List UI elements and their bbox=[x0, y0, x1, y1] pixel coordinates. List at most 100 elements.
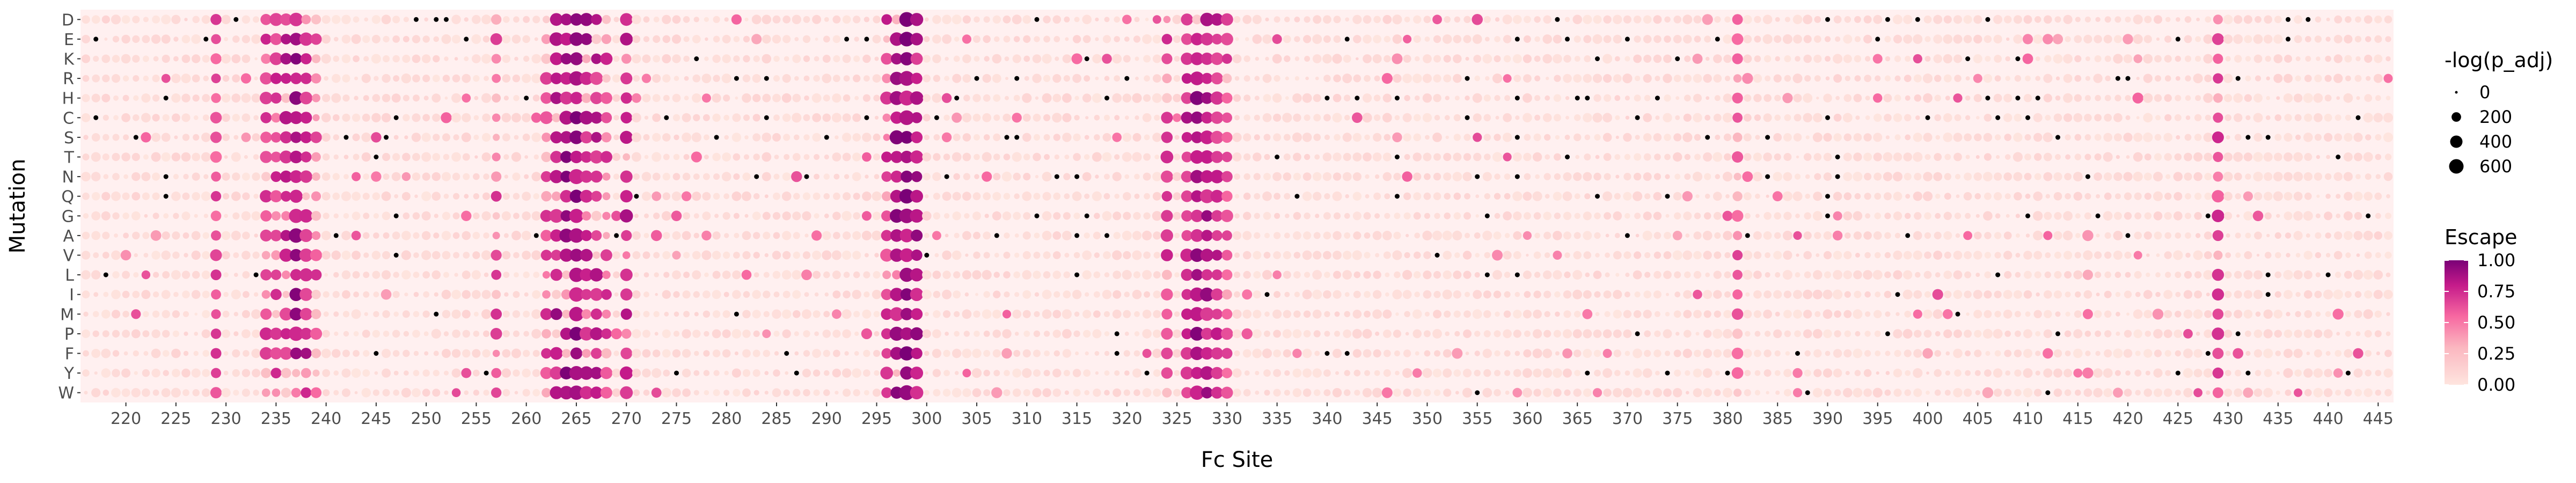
dot-427-G bbox=[2194, 212, 2202, 220]
dot-259-I bbox=[513, 291, 520, 298]
dot-402-K bbox=[1943, 54, 1952, 64]
dot-338-E bbox=[1303, 35, 1312, 43]
dot-394-L bbox=[1863, 270, 1873, 280]
dot-370-Y bbox=[1624, 370, 1630, 376]
dot-326-P bbox=[1181, 328, 1192, 340]
dot-346-M bbox=[1382, 309, 1392, 319]
dot-371-S bbox=[1635, 135, 1640, 140]
dot-402-Q bbox=[1944, 193, 1951, 200]
dot-244-Y bbox=[362, 369, 370, 377]
dot-336-W bbox=[1284, 390, 1290, 396]
dot-298-G bbox=[899, 208, 914, 223]
dot-250-F bbox=[424, 351, 429, 356]
dot-227-R bbox=[192, 74, 200, 83]
dot-279-R bbox=[713, 75, 720, 82]
dot-295-W bbox=[872, 389, 881, 397]
dot-242-Q bbox=[341, 191, 352, 201]
dot-217-W bbox=[91, 388, 101, 398]
dot-220-M bbox=[122, 311, 129, 318]
dot-336-G bbox=[1285, 214, 1290, 218]
dot-443-A bbox=[2353, 231, 2363, 240]
dot-253-W bbox=[451, 388, 461, 397]
dot-369-T bbox=[1614, 154, 1621, 160]
dot-241-P bbox=[334, 331, 339, 336]
dot-257-R bbox=[492, 74, 501, 83]
dot-362-P bbox=[1543, 330, 1552, 338]
dot-324-Q bbox=[1161, 191, 1173, 202]
dot-250-Q bbox=[421, 191, 431, 201]
dot-324-S bbox=[1161, 131, 1173, 143]
dot-242-V bbox=[341, 251, 351, 260]
dot-382-I bbox=[1745, 292, 1750, 297]
dot-260-D bbox=[523, 16, 530, 23]
dot-296-Q bbox=[882, 191, 892, 201]
dot-225-P bbox=[172, 330, 180, 338]
dot-396-D bbox=[1885, 17, 1890, 22]
dot-382-F bbox=[1743, 349, 1752, 358]
dot-373-D bbox=[1653, 15, 1662, 24]
dot-281-T bbox=[733, 153, 741, 161]
dot-346-I bbox=[1385, 292, 1389, 297]
dot-260-I bbox=[524, 292, 529, 297]
dot-380-Q bbox=[1725, 194, 1730, 199]
dot-444-L bbox=[2363, 270, 2373, 280]
dot-426-W bbox=[2183, 388, 2193, 398]
dot-394-Y bbox=[1863, 369, 1872, 377]
dot-278-V bbox=[701, 250, 712, 260]
dot-241-T bbox=[333, 154, 339, 160]
dot-430-F bbox=[2225, 350, 2231, 356]
dots-layer bbox=[81, 12, 2394, 400]
dot-427-R bbox=[2193, 74, 2203, 84]
dot-406-N bbox=[1983, 172, 1993, 181]
dot-295-N bbox=[874, 174, 880, 179]
dot-342-W bbox=[1343, 389, 1351, 396]
dot-310-N bbox=[1023, 173, 1031, 181]
dot-359-A bbox=[1513, 231, 1522, 240]
dot-427-Y bbox=[2193, 369, 2202, 378]
dot-291-Q bbox=[833, 192, 840, 200]
dot-334-N bbox=[1263, 173, 1271, 181]
dot-390-T bbox=[1823, 152, 1832, 162]
dot-378-V bbox=[1703, 251, 1712, 260]
dot-258-V bbox=[502, 251, 511, 260]
dot-252-L bbox=[443, 272, 449, 278]
dot-349-M bbox=[1412, 309, 1422, 319]
dot-305-N bbox=[974, 174, 979, 179]
dot-289-E bbox=[815, 38, 818, 41]
dot-279-Q bbox=[713, 193, 720, 200]
dot-430-I bbox=[2224, 290, 2232, 298]
dot-393-V bbox=[1855, 253, 1860, 258]
dot-446-Q bbox=[2386, 194, 2390, 199]
dot-229-K bbox=[210, 53, 222, 64]
dot-432-W bbox=[2243, 387, 2253, 398]
dot-332-K bbox=[1243, 55, 1250, 62]
dot-295-D bbox=[873, 16, 881, 24]
dot-300-Q bbox=[925, 194, 929, 199]
dot-347-Q bbox=[1394, 194, 1400, 199]
dot-338-V bbox=[1302, 250, 1312, 260]
dot-307-L bbox=[993, 272, 1000, 278]
dot-279-I bbox=[712, 290, 721, 299]
dot-310-W bbox=[1023, 389, 1030, 397]
dot-326-V bbox=[1180, 248, 1194, 262]
dot-429-D bbox=[2213, 14, 2223, 25]
dot-320-Q bbox=[1123, 192, 1131, 201]
dot-267-M bbox=[590, 308, 602, 320]
dot-219-H bbox=[113, 95, 119, 101]
dot-342-M bbox=[1344, 311, 1350, 318]
dot-412-A bbox=[2043, 231, 2053, 240]
dot-360-D bbox=[1524, 16, 1531, 24]
dot-415-E bbox=[2074, 35, 2082, 43]
dot-416-E bbox=[2083, 34, 2092, 43]
dot-290-A bbox=[822, 231, 831, 240]
dot-356-S bbox=[1483, 134, 1491, 141]
dot-439-Q bbox=[2316, 194, 2320, 198]
dot-335-W bbox=[1273, 389, 1281, 397]
dot-394-G bbox=[1865, 213, 1871, 219]
dot-283-H bbox=[752, 94, 761, 103]
dot-393-I bbox=[1854, 290, 1862, 298]
dot-293-P bbox=[854, 331, 859, 336]
dot-297-K bbox=[891, 53, 903, 65]
dot-323-Q bbox=[1152, 192, 1161, 201]
dot-251-N bbox=[431, 172, 441, 181]
